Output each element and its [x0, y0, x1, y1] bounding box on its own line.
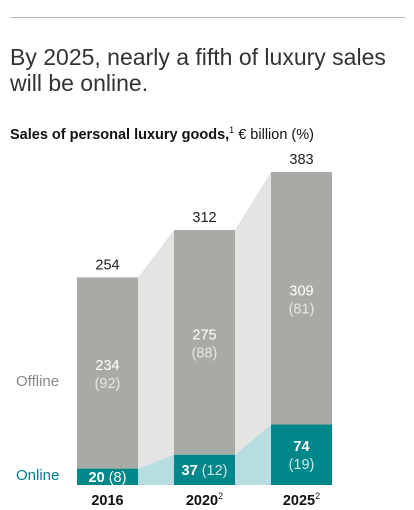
x-tick-2020: 20202	[186, 491, 223, 509]
bar-online-2025	[271, 424, 332, 485]
online-label-2016: 20 (8)	[89, 470, 127, 486]
online-label-2020: 37 (12)	[182, 463, 228, 479]
bar-offline-2025	[271, 172, 332, 425]
online-share-2020: (12)	[202, 463, 228, 479]
page-title: By 2025, nearly a fifth of luxury sales …	[10, 44, 386, 96]
connector-offline-2016-2020	[138, 230, 174, 469]
chart-title: Sales of personal luxury goods,1 € billi…	[10, 121, 410, 144]
offline-value-2020: 275	[192, 327, 216, 343]
bar-connectors	[138, 172, 271, 485]
legend-offline: Offline	[16, 373, 59, 390]
offline-value-2016: 234	[95, 358, 119, 374]
x-tick-footnote-2025: 2	[315, 491, 320, 501]
online-share-2016: (8)	[109, 470, 127, 486]
offline-share-2020: (88)	[192, 345, 218, 361]
online-value-2025: 74	[293, 439, 309, 455]
bar-offline-2016	[77, 277, 138, 469]
offline-share-2025: (81)	[289, 301, 315, 317]
online-value-2016: 20	[89, 470, 109, 486]
online-value-2020: 37	[182, 463, 202, 479]
online-share-2025: (19)	[289, 457, 315, 473]
chart-title-main: Sales of personal luxury goods,	[10, 126, 230, 143]
bar-online-2016	[77, 468, 138, 485]
offline-value-2025: 309	[289, 283, 313, 299]
connector-online-2020-2025	[235, 424, 271, 485]
chart-title-units: € billion (%)	[234, 126, 314, 143]
bar-group	[77, 172, 332, 485]
x-tick-label-2016: 2016	[91, 493, 123, 509]
header-rule	[10, 17, 405, 18]
total-label-2016: 254	[95, 257, 119, 273]
chart-title-footnote: 1	[229, 125, 235, 135]
x-tick-2025: 20252	[283, 491, 320, 509]
x-tick-2016: 2016	[91, 493, 123, 509]
x-tick-label-2025: 2025	[283, 493, 315, 509]
x-tick-footnote-2020: 2	[218, 491, 223, 501]
connector-offline-2020-2025	[235, 172, 271, 455]
connector-online-2016-2020	[138, 454, 174, 485]
total-label-2020: 312	[192, 210, 216, 226]
x-tick-label-2020: 2020	[186, 493, 218, 509]
bar-online-2020	[174, 454, 235, 485]
legend-online: Online	[16, 467, 59, 484]
offline-share-2016: (92)	[95, 376, 121, 392]
total-label-2025: 383	[289, 152, 313, 168]
bar-offline-2020	[174, 230, 235, 455]
